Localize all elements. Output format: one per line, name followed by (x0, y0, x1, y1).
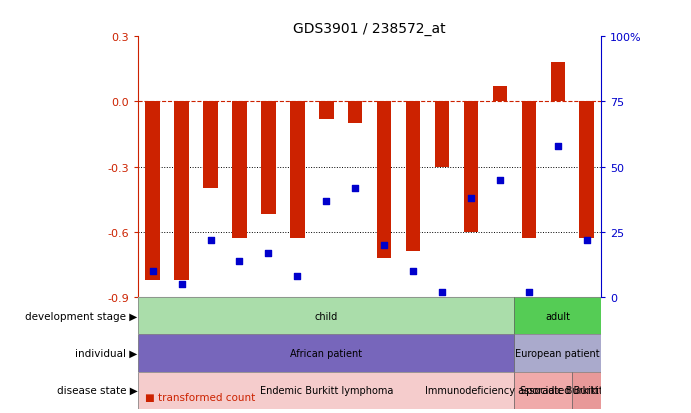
Point (552, 143, 563, 150)
Point (292, 273, 303, 280)
Bar (514, 297, 601, 335)
Bar (138, 297, 514, 335)
Text: Sporadic Burkitt lymphoma: Sporadic Burkitt lymphoma (520, 385, 654, 395)
Point (494, 177, 505, 184)
Bar (493, 87, 507, 102)
Bar (138, 372, 514, 409)
Text: child: child (314, 311, 338, 321)
Bar (174, 102, 189, 280)
Point (263, 250, 274, 256)
Bar (514, 335, 601, 372)
Point (379, 242, 390, 249)
Point (234, 258, 245, 264)
Bar (232, 102, 247, 239)
Bar (514, 372, 572, 409)
Bar (435, 102, 449, 167)
Text: ■ transformed count: ■ transformed count (145, 392, 256, 402)
Point (523, 289, 534, 295)
Text: development stage ▶: development stage ▶ (26, 311, 138, 321)
Text: Immunodeficiency associated Burkitt lymphoma: Immunodeficiency associated Burkitt lymp… (425, 385, 661, 395)
Bar (406, 102, 420, 252)
Text: Endemic Burkitt lymphoma: Endemic Burkitt lymphoma (260, 385, 393, 395)
Bar (551, 63, 565, 102)
Point (321, 198, 332, 204)
Bar (145, 102, 160, 280)
Point (350, 185, 361, 191)
Point (581, 237, 592, 243)
Bar (348, 102, 363, 124)
Point (466, 195, 477, 202)
Text: disease state ▶: disease state ▶ (57, 385, 138, 395)
Point (437, 289, 448, 295)
Bar (319, 102, 334, 120)
Point (408, 268, 419, 275)
Text: individual ▶: individual ▶ (75, 348, 138, 358)
Bar (580, 102, 594, 239)
Bar (572, 372, 601, 409)
Bar (290, 102, 305, 239)
Title: GDS3901 / 238572_at: GDS3901 / 238572_at (294, 22, 446, 36)
Bar (203, 102, 218, 189)
Text: European patient: European patient (515, 348, 600, 358)
Point (147, 268, 158, 275)
Text: adult: adult (545, 311, 570, 321)
Point (176, 281, 187, 287)
Bar (377, 102, 391, 259)
Point (205, 237, 216, 243)
Bar (138, 335, 514, 372)
Bar (261, 102, 276, 215)
Bar (464, 102, 478, 232)
Text: African patient: African patient (290, 348, 362, 358)
Bar (522, 102, 536, 239)
